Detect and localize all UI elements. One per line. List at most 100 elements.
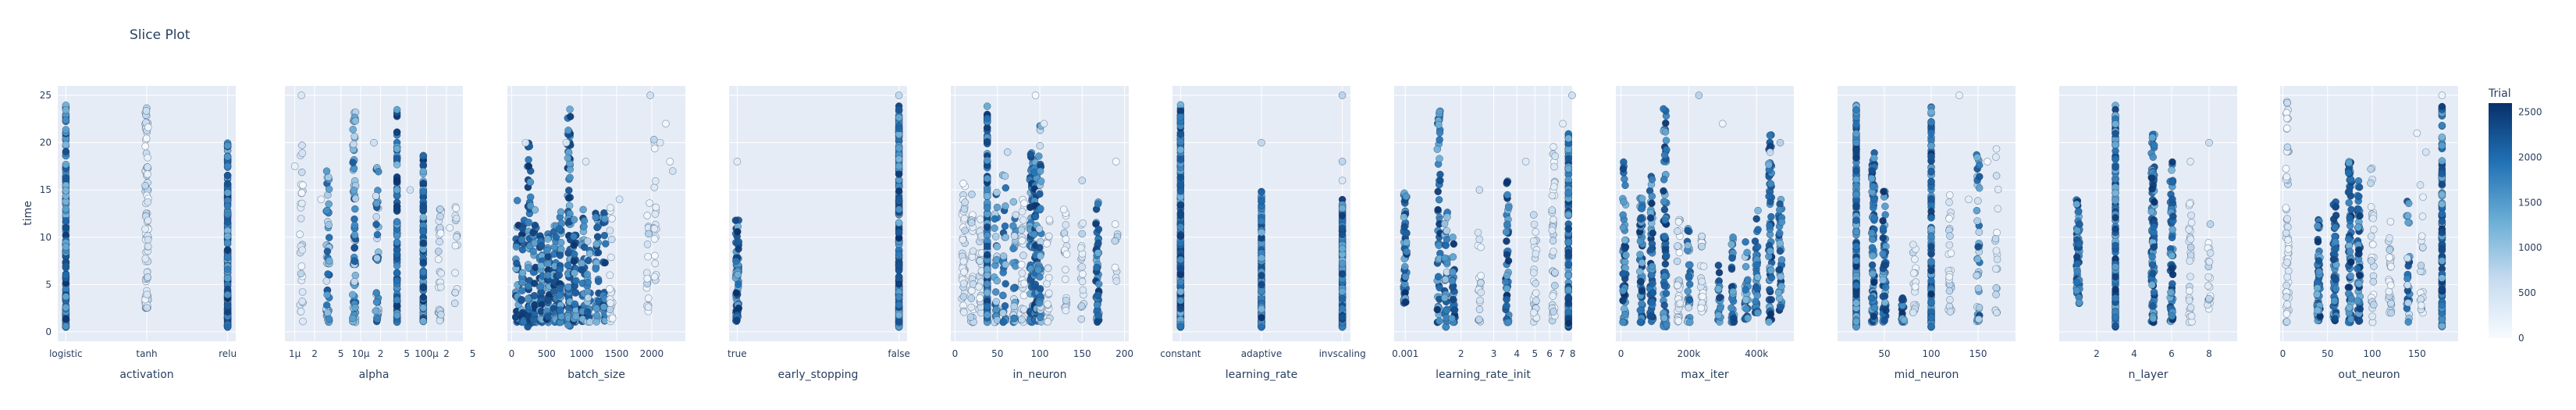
data-point xyxy=(323,206,331,215)
chart-title: Slice Plot xyxy=(130,27,190,43)
data-point xyxy=(999,269,1007,276)
data-point xyxy=(1532,249,1540,258)
data-point xyxy=(570,216,578,223)
data-point xyxy=(1852,281,1860,290)
data-point xyxy=(1403,230,1411,237)
data-point xyxy=(1686,319,1694,326)
data-point xyxy=(1852,147,1860,155)
data-point xyxy=(1648,175,1656,184)
data-point xyxy=(1112,158,1120,166)
data-point xyxy=(1001,302,1009,310)
data-point xyxy=(592,213,600,221)
data-point xyxy=(1436,176,1444,184)
data-point xyxy=(1475,305,1484,313)
data-point xyxy=(1037,177,1045,185)
data-point xyxy=(1440,294,1449,301)
data-point xyxy=(557,208,565,216)
data-point xyxy=(530,291,539,300)
data-point xyxy=(565,186,573,194)
data-point xyxy=(1568,91,1576,99)
data-point xyxy=(419,258,427,266)
data-point xyxy=(1436,129,1444,137)
data-point xyxy=(1867,174,1876,183)
data-point xyxy=(223,239,232,247)
data-point xyxy=(1766,131,1774,140)
data-point xyxy=(1715,269,1724,276)
data-point xyxy=(1002,280,1009,288)
data-point xyxy=(141,181,149,190)
data-point xyxy=(1695,91,1703,99)
data-point xyxy=(1176,233,1185,241)
data-point xyxy=(1443,213,1451,221)
data-point xyxy=(1176,173,1185,181)
data-point xyxy=(895,261,903,269)
data-point xyxy=(351,205,359,213)
data-point xyxy=(1450,306,1459,314)
data-point xyxy=(983,280,991,288)
data-point xyxy=(393,269,401,276)
data-point xyxy=(513,259,521,267)
data-point xyxy=(1503,178,1511,186)
data-point xyxy=(999,252,1008,260)
data-point xyxy=(1010,302,1018,310)
data-point xyxy=(326,234,333,241)
data-point xyxy=(1550,216,1557,224)
data-point xyxy=(732,257,740,266)
data-point xyxy=(1258,187,1265,196)
data-point xyxy=(1776,138,1784,147)
data-point xyxy=(1436,108,1443,116)
data-point xyxy=(62,174,70,182)
data-point xyxy=(436,212,444,220)
data-point xyxy=(453,233,461,241)
data-point xyxy=(1477,279,1485,287)
data-point xyxy=(1662,290,1670,298)
data-point xyxy=(1767,310,1775,318)
data-point xyxy=(1548,206,1557,214)
data-point xyxy=(452,214,461,223)
data-point xyxy=(1852,318,1860,326)
data-point xyxy=(1777,282,1785,291)
data-point xyxy=(895,124,903,133)
data-point xyxy=(555,225,564,233)
data-point xyxy=(1776,247,1784,255)
data-point xyxy=(650,273,659,281)
data-point xyxy=(1879,276,1888,284)
data-point xyxy=(1777,303,1784,311)
data-point xyxy=(1010,232,1019,240)
data-point xyxy=(731,216,740,224)
x-tick-label: 100 xyxy=(1031,348,1049,359)
data-point xyxy=(349,159,357,166)
data-point xyxy=(372,298,381,306)
data-point xyxy=(959,293,968,301)
data-point xyxy=(1774,289,1783,297)
data-point xyxy=(1660,187,1667,195)
data-point xyxy=(350,187,358,194)
data-point xyxy=(1094,225,1103,234)
data-point xyxy=(223,162,232,170)
x-tick-label: 2 xyxy=(311,348,318,359)
data-point xyxy=(1621,181,1629,190)
data-point xyxy=(1530,308,1538,317)
x-tick-label: 0 xyxy=(509,348,515,359)
data-point xyxy=(1176,278,1185,287)
data-point xyxy=(1660,233,1669,241)
data-point xyxy=(1009,222,1017,230)
data-point xyxy=(518,278,526,287)
data-point xyxy=(606,271,614,280)
data-point xyxy=(1433,145,1442,153)
data-point xyxy=(983,192,991,200)
data-point xyxy=(976,294,984,302)
data-point xyxy=(1766,247,1774,255)
data-point xyxy=(529,248,537,255)
x-axis-title: alpha xyxy=(359,369,390,381)
data-point xyxy=(1649,280,1656,287)
x-tick-label: invscaling xyxy=(1319,348,1366,359)
data-point xyxy=(651,251,659,260)
data-point xyxy=(959,180,967,187)
x-tick-label: 100μ xyxy=(415,348,439,359)
data-point xyxy=(1619,223,1628,232)
data-point xyxy=(571,250,578,258)
